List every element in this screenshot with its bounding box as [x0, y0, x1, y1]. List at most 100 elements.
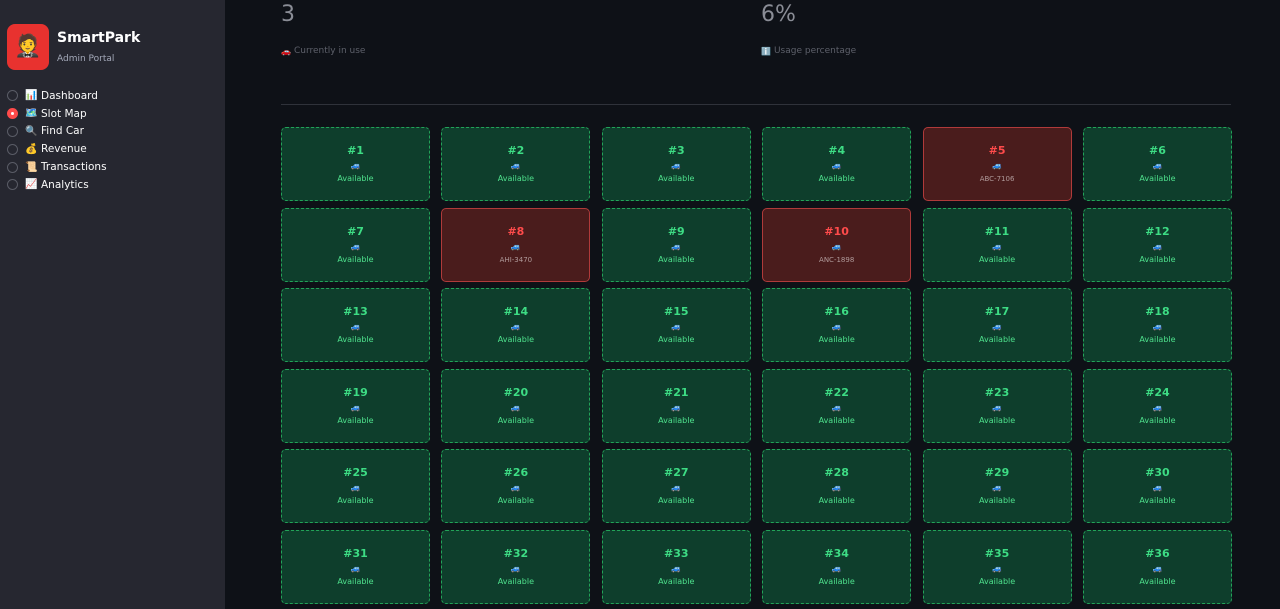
- radio-icon[interactable]: [7, 90, 18, 102]
- parking-slot[interactable]: #4 🚙 Available: [762, 127, 912, 201]
- slot-status: Available: [337, 576, 374, 586]
- parking-slot[interactable]: #5 🚙 ABC-7106: [922, 127, 1072, 201]
- radio-icon[interactable]: [7, 179, 18, 191]
- slot-status: Available: [978, 576, 1016, 586]
- radio-icon[interactable]: [7, 161, 18, 173]
- slot-number: #26: [503, 466, 529, 479]
- parking-slot[interactable]: #3 🚙 Available: [601, 127, 751, 201]
- parking-slot[interactable]: #25 🚙 Available: [281, 449, 430, 523]
- nav-item-transactions[interactable]: 📜 Transactions: [7, 158, 107, 176]
- slot-number: #11: [984, 224, 1010, 238]
- app-title: SmartPark: [57, 30, 141, 46]
- nav-item-find-car[interactable]: 🔍 Find Car: [7, 123, 107, 141]
- metric-caption: 🚗 Currently in use: [281, 46, 365, 56]
- metric-caption: ℹ️ Usage percentage: [761, 46, 856, 56]
- metric-usage: 6% ℹ️ Usage percentage: [761, 4, 856, 57]
- parking-slot[interactable]: #35 🚙 Available: [922, 529, 1072, 604]
- parking-slot[interactable]: #29 🚙 Available: [922, 449, 1072, 523]
- slot-status: Available: [978, 415, 1016, 425]
- slot-number: #2: [507, 144, 525, 157]
- parking-slot[interactable]: #23 🚙 Available: [922, 368, 1072, 443]
- slot-number: #10: [824, 224, 849, 238]
- radio-selected-icon[interactable]: [7, 108, 18, 120]
- nav-item-revenue[interactable]: 💰 Revenue: [7, 140, 107, 158]
- car-icon: 🚙: [671, 241, 682, 251]
- parking-slot[interactable]: #1 🚙 Available: [281, 127, 430, 201]
- slot-status: Available: [1139, 415, 1176, 425]
- parking-slot[interactable]: #31 🚙 Available: [281, 529, 430, 604]
- slot-number: #31: [343, 546, 368, 560]
- metric-value: 3: [281, 2, 295, 27]
- parking-slot[interactable]: #34 🚙 Available: [762, 529, 912, 604]
- parking-slot[interactable]: #32 🚙 Available: [441, 529, 591, 604]
- parking-slot[interactable]: #17 🚙 Available: [922, 288, 1072, 362]
- parking-slot[interactable]: #20 🚙 Available: [441, 368, 591, 443]
- parking-slot[interactable]: #18 🚙 Available: [1082, 288, 1232, 362]
- slot-status: Available: [1139, 496, 1176, 505]
- parking-slot[interactable]: #33 🚙 Available: [601, 529, 751, 604]
- parking-slot[interactable]: #7 🚙 Available: [281, 207, 430, 282]
- radio-icon[interactable]: [7, 125, 18, 137]
- slot-number: #32: [503, 546, 529, 560]
- parking-slot[interactable]: #36 🚙 Available: [1082, 529, 1232, 604]
- car-icon: 🚙: [1152, 322, 1163, 331]
- slot-status: Available: [497, 576, 534, 586]
- car-icon: 🚙: [350, 322, 361, 331]
- nav-item-analytics[interactable]: 📈 Analytics: [7, 176, 107, 194]
- nav-label: Slot Map: [41, 107, 87, 120]
- parking-slot[interactable]: #8 🚙 AHI-3470: [441, 207, 591, 282]
- parking-slot[interactable]: #24 🚙 Available: [1082, 368, 1232, 443]
- parking-slot[interactable]: #2 🚙 Available: [441, 127, 591, 201]
- parking-slot[interactable]: #9 🚙 Available: [601, 207, 751, 282]
- car-icon: 🚙: [992, 483, 1003, 492]
- parking-slot[interactable]: #19 🚙 Available: [281, 368, 430, 443]
- car-icon: 🚙: [992, 241, 1003, 251]
- parking-slot[interactable]: #11 🚙 Available: [922, 207, 1072, 282]
- slot-status: Available: [337, 254, 374, 264]
- parking-slot[interactable]: #27 🚙 Available: [601, 449, 751, 523]
- car-icon: 🚙: [510, 402, 521, 412]
- slot-number: #5: [988, 144, 1006, 157]
- parking-slot[interactable]: #14 🚙 Available: [441, 288, 591, 362]
- slot-number: #33: [664, 546, 689, 560]
- slot-status: Available: [1139, 335, 1176, 344]
- slot-status: Available: [337, 496, 374, 505]
- nav-item-slot-map[interactable]: 🗺️ Slot Map: [7, 105, 107, 123]
- parking-slot[interactable]: #21 🚙 Available: [601, 368, 751, 443]
- car-icon: 🚙: [1152, 161, 1163, 170]
- parking-slot[interactable]: #28 🚙 Available: [762, 449, 912, 523]
- slot-number: #20: [503, 385, 529, 399]
- nav-label: Transactions: [41, 161, 107, 174]
- parking-slot[interactable]: #12 🚙 Available: [1082, 207, 1232, 282]
- car-icon: 🚙: [831, 161, 842, 170]
- nav-label: Analytics: [41, 178, 89, 191]
- slot-status: Available: [1139, 174, 1176, 183]
- car-icon: 🚙: [350, 402, 361, 412]
- slot-status: Available: [337, 174, 374, 183]
- car-icon: 🚙: [510, 563, 521, 573]
- bar-chart-icon: 📊: [25, 90, 38, 102]
- slot-number: #35: [984, 546, 1010, 560]
- divider: [281, 104, 1231, 105]
- slot-status: Available: [658, 254, 695, 264]
- slot-number: #7: [347, 224, 364, 238]
- parking-slot[interactable]: #10 🚙 ANC-1898: [762, 207, 912, 282]
- radio-icon[interactable]: [7, 143, 18, 155]
- parking-slot[interactable]: #22 🚙 Available: [762, 368, 912, 443]
- car-icon: 🚙: [1152, 563, 1163, 573]
- brand: 🤵 SmartPark Admin Portal: [7, 24, 140, 70]
- slot-number: #23: [984, 385, 1010, 399]
- parking-slot[interactable]: #15 🚙 Available: [601, 288, 751, 362]
- car-icon: 🚙: [831, 563, 842, 573]
- map-icon: 🗺️: [25, 108, 38, 120]
- car-icon: 🚙: [671, 322, 682, 331]
- parking-slot[interactable]: #13 🚙 Available: [281, 288, 430, 362]
- slot-status: Available: [818, 335, 855, 344]
- parking-slot[interactable]: #30 🚙 Available: [1082, 449, 1232, 523]
- slot-status: Available: [497, 174, 534, 183]
- car-icon: 🚙: [671, 161, 682, 170]
- parking-slot[interactable]: #16 🚙 Available: [762, 288, 912, 362]
- nav-item-dashboard[interactable]: 📊 Dashboard: [7, 87, 107, 105]
- parking-slot[interactable]: #26 🚙 Available: [441, 449, 591, 523]
- parking-slot[interactable]: #6 🚙 Available: [1082, 127, 1232, 201]
